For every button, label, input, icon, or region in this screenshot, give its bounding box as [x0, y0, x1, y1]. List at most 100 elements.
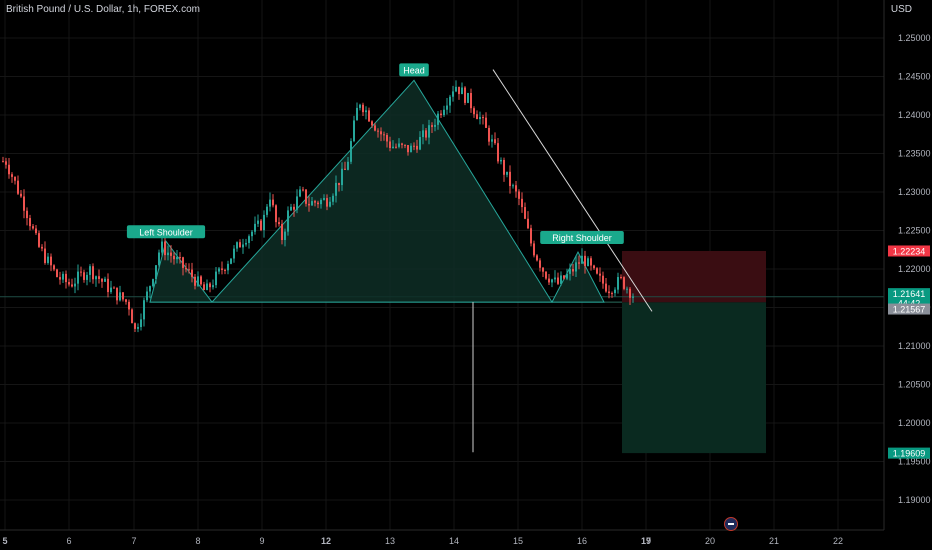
candle-body	[383, 134, 385, 136]
candle-body	[491, 139, 493, 142]
x-tick-label: 13	[385, 536, 395, 546]
left-shoulder-label: Left Shoulder	[139, 227, 193, 237]
candle-body	[98, 276, 100, 279]
candle-body	[65, 273, 67, 283]
target-price-badge-bg	[888, 447, 930, 459]
candle-body	[416, 145, 418, 150]
us-flag-icon[interactable]	[724, 517, 738, 531]
take-profit-zone	[622, 302, 766, 454]
stop-loss-zone	[622, 250, 766, 303]
candle-body	[326, 198, 328, 207]
candle-body	[11, 174, 13, 177]
symbol-title: British Pound / U.S. Dollar, 1h, FOREX.c…	[6, 4, 200, 15]
candle-body	[284, 231, 286, 240]
candle-body	[110, 287, 112, 293]
x-tick-label: 8	[195, 536, 200, 546]
candle-body	[269, 199, 271, 207]
candle-body	[545, 271, 547, 279]
candle-body	[428, 125, 430, 138]
candle-body	[113, 287, 115, 289]
x-tick-label: 22	[833, 536, 843, 546]
candle-body	[485, 117, 487, 128]
candle-body	[287, 210, 289, 232]
head-shoulders-pattern	[149, 79, 605, 304]
candle-body	[380, 131, 382, 135]
last-price-badge: 1.21641	[893, 289, 926, 299]
candle-body	[143, 300, 145, 320]
candle-body	[104, 278, 106, 282]
candle-body	[101, 278, 103, 282]
candle-body	[467, 92, 469, 103]
candle-body	[89, 266, 91, 275]
neckline-price-badge: 1.21567	[893, 305, 926, 315]
candle-body	[47, 256, 49, 263]
candle-body	[452, 91, 454, 97]
candle-body	[152, 279, 154, 287]
candle-body	[278, 222, 280, 225]
candle-body	[167, 252, 169, 256]
candle-body	[230, 258, 232, 264]
candle-body	[137, 326, 139, 329]
candle-body	[509, 171, 511, 187]
candle-body	[140, 319, 142, 327]
candle-body	[107, 278, 109, 293]
x-tick-label: 6	[66, 536, 71, 546]
candle-body	[299, 189, 301, 197]
candle-body	[173, 255, 175, 260]
candle-body	[59, 277, 61, 280]
candle-body	[536, 255, 538, 261]
candle-body	[470, 92, 472, 109]
y-tick-label: 1.20500	[898, 380, 931, 390]
candle-body	[23, 196, 25, 211]
candle-body	[551, 279, 553, 283]
candle-body	[329, 201, 331, 207]
candle-body	[257, 220, 259, 224]
candle-body	[74, 283, 76, 287]
candle-body	[500, 159, 502, 162]
candle-body	[584, 255, 586, 267]
candle-body	[302, 189, 304, 191]
candle-body	[494, 139, 496, 144]
candle-body	[422, 130, 424, 138]
candle-body	[260, 220, 262, 231]
candle-body	[497, 143, 499, 162]
candle-body	[290, 206, 292, 211]
candle-body	[83, 272, 85, 280]
candle-body	[188, 269, 190, 271]
candle-body	[320, 199, 322, 205]
candle-body	[224, 269, 226, 271]
candle-body	[617, 277, 619, 290]
candle-body	[161, 241, 163, 253]
y-tick-label: 1.24500	[898, 72, 931, 82]
candle-body	[365, 110, 367, 113]
candle-body	[572, 269, 574, 272]
candle-body	[179, 257, 181, 259]
candle-body	[176, 257, 178, 260]
candle-body	[158, 252, 160, 266]
candle-body	[41, 246, 43, 249]
candle-body	[38, 233, 40, 247]
candle-body	[344, 168, 346, 170]
candle-body	[410, 145, 412, 153]
candle-body	[44, 248, 46, 263]
y-tick-label: 1.19000	[898, 495, 931, 505]
candle-body	[95, 276, 97, 280]
candle-body	[434, 124, 436, 127]
x-tick-label: 5	[2, 536, 7, 546]
candle-body	[146, 291, 148, 301]
right-shoulder-label-bg	[540, 231, 624, 245]
x-tick-label: 21	[769, 536, 779, 546]
candle-body	[524, 207, 526, 219]
x-tick-label: 19	[641, 536, 651, 546]
candle-body	[248, 236, 250, 243]
candle-body	[8, 164, 10, 175]
candle-body	[80, 271, 82, 273]
candle-body	[446, 105, 448, 110]
x-tick-label: 20	[705, 536, 715, 546]
x-tick-label: 15	[513, 536, 523, 546]
candle-body	[455, 86, 457, 92]
candle-body	[308, 203, 310, 206]
candle-body	[134, 323, 136, 329]
